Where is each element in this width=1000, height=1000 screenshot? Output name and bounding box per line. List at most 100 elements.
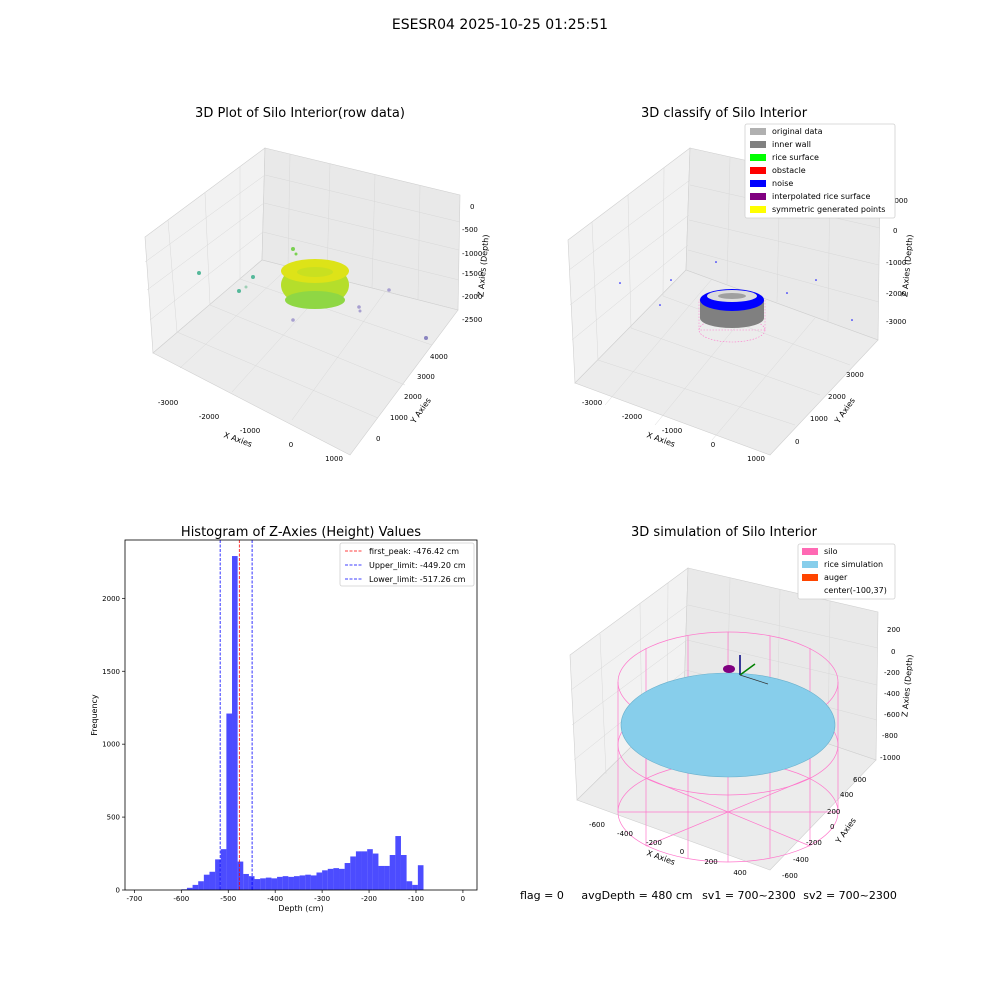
outlier-point: [291, 318, 295, 322]
noise-point: [815, 279, 817, 281]
panel2-xtick: 0: [711, 441, 715, 449]
histogram-ytick-label: 0: [116, 887, 120, 895]
histogram-xtick-label: -500: [220, 895, 236, 903]
histogram-bar: [361, 851, 368, 890]
status-flag: flag = 0: [520, 889, 564, 902]
outlier-point: [358, 309, 362, 313]
outlier-point: [237, 289, 241, 293]
legend-swatch: [802, 561, 818, 568]
panel4-y-ticks: -600 -400 -200 0 200 400 600: [782, 776, 866, 880]
panel2-ytick: 1000: [810, 415, 828, 423]
outlier-point: [387, 288, 391, 292]
noise-point: [715, 261, 717, 263]
panel1-ztick: -500: [462, 226, 478, 234]
auger-axis-x: [739, 663, 756, 676]
panel4-x-ticks: -600 -400 -200 0 200 400: [589, 821, 747, 877]
panel4-ytick: 200: [827, 808, 840, 816]
histogram-bar: [192, 884, 199, 890]
panel1-floor-pane: [152, 259, 459, 456]
histogram-bar: [254, 879, 261, 890]
histogram-bar: [203, 874, 210, 890]
panel2-legend-box: [744, 123, 896, 219]
outlier-point: [291, 247, 295, 251]
panel2-zlabel: Z Axies (Depth): [900, 234, 914, 297]
histogram-bars: [181, 556, 424, 890]
histogram-ytick-label: 500: [107, 814, 120, 822]
histogram-bar: [215, 859, 221, 890]
histogram-xtick-label: -100: [408, 895, 424, 903]
histogram-bar: [277, 876, 283, 890]
panel2-xtick: -2000: [622, 413, 642, 421]
histogram-ytick-label: 1000: [102, 741, 120, 749]
panel4-zlabel: Z Axies (Depth): [900, 654, 914, 717]
panel4-ytick: 0: [830, 823, 834, 831]
histogram-bar: [417, 865, 424, 890]
panel4-ztick: -400: [884, 690, 900, 698]
rice-surface-core: [718, 293, 746, 299]
auger-axis-y: [739, 674, 769, 685]
panel4-xtick: 0: [680, 848, 684, 856]
panel4-ztick: -1000: [880, 754, 900, 762]
panel3-title: Histogram of Z-Axies (Height) Values: [181, 525, 421, 540]
panel2-ytick: 2000: [828, 393, 846, 401]
panel4-ytick: -600: [782, 872, 798, 880]
panel4-ytick: 600: [853, 776, 866, 784]
legend-label: rice simulation: [824, 560, 883, 569]
legend-label: obstacle: [772, 166, 806, 175]
histogram-bar: [299, 875, 306, 890]
panel1-ytick: 3000: [417, 373, 435, 381]
panel4-ytick: -200: [806, 839, 822, 847]
panel1-xtick: 0: [289, 441, 293, 449]
histogram-bar: [271, 878, 278, 890]
histogram-bar: [243, 873, 249, 890]
noise-point: [670, 279, 672, 281]
legend-label-upper-limit: Upper_limit: -449.20 cm: [369, 561, 466, 570]
panel4-ytick: 400: [840, 791, 853, 799]
histogram-ytick-label: 2000: [102, 595, 120, 603]
panel1-x-ticks: -3000 -2000 -1000 0 1000: [158, 399, 343, 463]
panel4-xtick: 400: [733, 869, 746, 877]
histogram-bar: [339, 868, 345, 890]
panel1-z-ticks: 0 -500 -1000 -1500 -2000 -2500: [462, 203, 482, 324]
panel2-legend: original data inner wall rice surface ob…: [744, 123, 896, 219]
panel4-xtick: -200: [646, 839, 662, 847]
panel-classify-3d-plot: 3D classify of Silo Interior -3000 -2000…: [567, 106, 915, 463]
outlier-point: [197, 271, 201, 275]
panel1-zlabel: Z Axies (Depth): [476, 234, 490, 297]
legend-label: center(-100,37): [824, 586, 887, 595]
histogram-bar: [232, 556, 238, 890]
histogram-bar: [350, 856, 356, 890]
histogram-bar: [316, 872, 323, 890]
auger-marker: [723, 655, 769, 685]
histogram-xtick-label: 0: [461, 895, 465, 903]
histogram-bar: [288, 876, 294, 890]
panel-raw-3d-plot: 3D Plot of Silo Interior(row data) -3000…: [144, 106, 491, 463]
panel1-xtick: -1000: [240, 427, 260, 435]
noise-point: [786, 292, 788, 294]
panel1-grid: [144, 153, 461, 421]
histogram-xtick-label: -200: [361, 895, 377, 903]
panel1-ytick: 1000: [390, 414, 408, 422]
panel4-xtick: -400: [617, 830, 633, 838]
legend-label: auger: [824, 573, 848, 582]
panel2-xtick: -1000: [662, 427, 682, 435]
panel4-title: 3D simulation of Silo Interior: [631, 525, 818, 540]
legend-swatch: [750, 154, 766, 161]
outlier-point: [244, 285, 248, 289]
status-avg-depth: avgDepth = 480 cm: [581, 889, 693, 902]
outlier-point: [357, 305, 361, 309]
histogram-bar: [282, 876, 289, 890]
panel2-z-ticks: 1000 0 -1000 -2000 -3000: [886, 197, 908, 326]
histogram-bar: [389, 855, 396, 890]
panel2-ztick: -2000: [886, 290, 906, 298]
histogram-xtick-label: -600: [173, 895, 189, 903]
panel4-ztick: -200: [884, 669, 900, 677]
histogram-bar: [209, 871, 216, 890]
legend-label-first-peak: first_peak: -476.42 cm: [369, 547, 459, 556]
panel4-ztick: 0: [891, 648, 895, 656]
panel2-ytick: 3000: [846, 371, 864, 379]
histogram-bar: [384, 865, 390, 890]
histogram-legend-box: [339, 542, 475, 587]
panel2-xtick: -3000: [582, 399, 602, 407]
histogram-bar: [412, 884, 418, 890]
